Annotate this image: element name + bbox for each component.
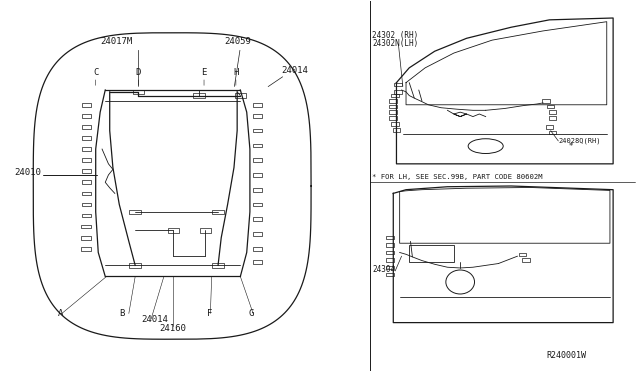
Bar bbox=[253, 188, 262, 192]
Bar bbox=[253, 247, 262, 251]
Bar bbox=[200, 228, 211, 232]
Bar bbox=[253, 144, 262, 147]
Bar bbox=[82, 125, 92, 129]
Bar bbox=[545, 125, 553, 129]
Bar bbox=[387, 258, 394, 262]
Bar bbox=[129, 263, 141, 267]
Bar bbox=[522, 258, 530, 262]
Bar bbox=[193, 93, 205, 98]
Bar bbox=[253, 114, 262, 118]
Bar bbox=[548, 110, 556, 114]
Bar bbox=[253, 173, 262, 177]
Bar bbox=[253, 217, 262, 221]
Bar bbox=[548, 131, 556, 134]
Text: E: E bbox=[202, 68, 207, 77]
Bar bbox=[82, 136, 92, 140]
Text: *: * bbox=[568, 142, 573, 151]
Bar bbox=[132, 90, 144, 94]
Text: 24010: 24010 bbox=[14, 168, 41, 177]
Text: 24017M: 24017M bbox=[100, 37, 132, 46]
Bar bbox=[390, 110, 397, 114]
Bar bbox=[393, 128, 400, 132]
Bar bbox=[81, 203, 91, 206]
Bar bbox=[253, 203, 262, 206]
Text: * FOR LH, SEE SEC.99B, PART CODE 80602M: * FOR LH, SEE SEC.99B, PART CODE 80602M bbox=[372, 174, 543, 180]
Bar bbox=[548, 116, 556, 119]
Bar bbox=[390, 99, 397, 103]
Bar bbox=[253, 232, 262, 236]
Bar bbox=[82, 180, 91, 184]
Bar bbox=[82, 158, 92, 162]
Text: 24302 (RH): 24302 (RH) bbox=[372, 31, 419, 40]
Bar bbox=[81, 225, 91, 228]
Bar bbox=[387, 236, 394, 239]
Bar bbox=[390, 105, 397, 109]
Text: 24014: 24014 bbox=[141, 314, 168, 324]
Text: D: D bbox=[136, 68, 141, 77]
Bar bbox=[82, 114, 92, 118]
Bar bbox=[253, 158, 262, 162]
Text: C: C bbox=[93, 68, 99, 77]
Bar bbox=[253, 260, 262, 263]
Bar bbox=[82, 169, 92, 173]
Bar bbox=[235, 93, 246, 98]
Text: A: A bbox=[58, 309, 63, 318]
Text: 24028Q(RH): 24028Q(RH) bbox=[559, 137, 602, 144]
Bar bbox=[387, 251, 394, 254]
Bar bbox=[387, 273, 394, 276]
Bar bbox=[394, 83, 401, 86]
Text: 24302N(LH): 24302N(LH) bbox=[372, 39, 419, 48]
Text: R240001W: R240001W bbox=[546, 351, 586, 360]
Bar bbox=[82, 103, 92, 107]
Bar bbox=[519, 253, 527, 256]
Bar bbox=[212, 210, 224, 214]
Text: 24014: 24014 bbox=[282, 66, 308, 76]
Bar bbox=[542, 99, 550, 103]
Text: 24304: 24304 bbox=[372, 264, 396, 274]
Bar bbox=[81, 192, 91, 195]
Text: 24059: 24059 bbox=[225, 37, 252, 46]
Text: H: H bbox=[233, 68, 239, 77]
Bar bbox=[392, 94, 399, 97]
Bar bbox=[82, 147, 92, 151]
Bar bbox=[390, 116, 397, 119]
Bar bbox=[129, 210, 141, 214]
Bar bbox=[81, 247, 91, 251]
Bar bbox=[212, 263, 224, 267]
Text: G: G bbox=[248, 309, 254, 318]
Bar bbox=[547, 105, 554, 109]
Bar bbox=[392, 122, 399, 126]
Bar bbox=[81, 236, 91, 240]
Bar bbox=[168, 228, 179, 232]
Text: B: B bbox=[119, 309, 125, 318]
Bar bbox=[394, 90, 401, 94]
Bar bbox=[253, 103, 262, 107]
Text: F: F bbox=[207, 309, 212, 318]
Text: 24160: 24160 bbox=[159, 324, 186, 333]
Bar bbox=[387, 243, 394, 247]
Bar bbox=[387, 266, 394, 269]
Bar bbox=[409, 245, 454, 262]
Bar bbox=[253, 129, 262, 132]
Bar bbox=[81, 214, 91, 217]
